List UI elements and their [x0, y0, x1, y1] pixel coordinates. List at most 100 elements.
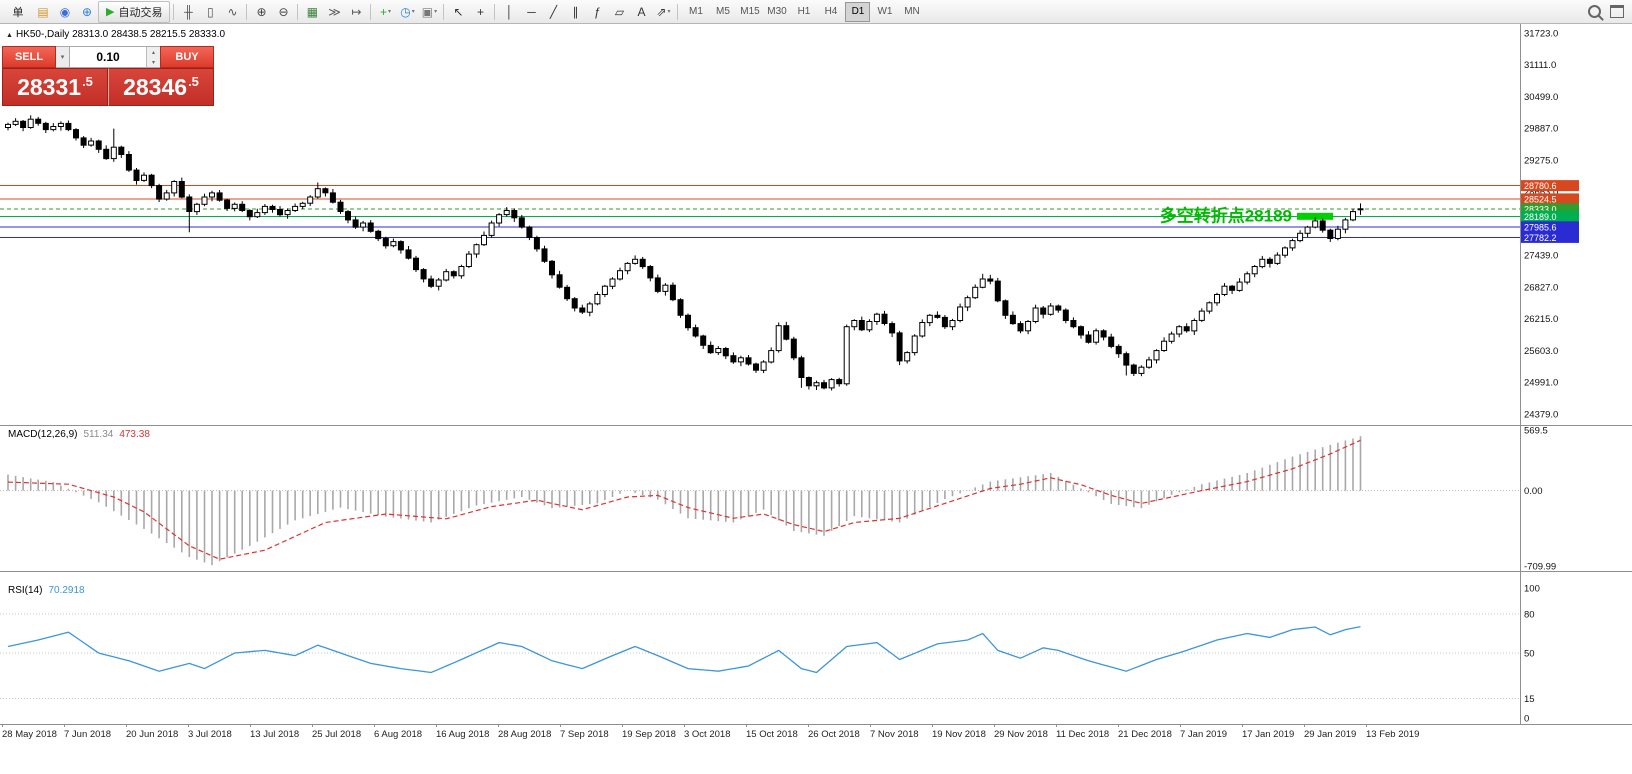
chart-ohlc-values: 28313.0 28438.5 28215.5 28333.0 — [72, 29, 226, 40]
tile-windows-icon[interactable]: ▦ — [301, 1, 323, 23]
sell-button[interactable]: SELL — [2, 46, 56, 68]
svg-text:80: 80 — [1524, 610, 1535, 621]
tile-windows-icon-glyph: ▦ — [306, 4, 319, 19]
cursor-icon[interactable]: ↖ — [447, 1, 469, 23]
text-icon[interactable]: A — [630, 1, 652, 23]
globe-icon-glyph: ⊕ — [81, 4, 93, 19]
svg-text:28189.0: 28189.0 — [1524, 212, 1557, 222]
volume-dropdown-caret[interactable]: ▾ — [56, 46, 70, 68]
macd-signal-value: 473.38 — [119, 429, 150, 440]
buy-button[interactable]: BUY — [160, 46, 214, 68]
crosshair-icon[interactable]: + — [469, 1, 491, 23]
line-chart-icon[interactable]: ∿ — [221, 1, 243, 23]
svg-text:27439.0: 27439.0 — [1524, 251, 1558, 262]
timeframe-clock-icon-glyph: ◷ — [400, 4, 411, 19]
svg-text:7 Jan 2019: 7 Jan 2019 — [1180, 729, 1227, 740]
svg-text:29 Jan 2019: 29 Jan 2019 — [1304, 729, 1356, 740]
market-watch-icon[interactable]: ▤ — [32, 1, 54, 23]
indicators-add-icon[interactable]: + ▾ — [374, 1, 396, 23]
collapse-triangle-icon[interactable]: ▲ — [6, 32, 13, 39]
candlestick-icon[interactable]: ▯ — [199, 1, 221, 23]
chart-region: 多空转折点28189 31723.0 31111.0 30499.0 29887.0 29… — [0, 24, 1632, 774]
channel-icon-glyph: ∥ — [572, 4, 579, 19]
timeframe-m15[interactable]: M15 — [740, 6, 760, 17]
chart-canvas[interactable]: 多空转折点28189 31723.0 31111.0 30499.0 29887.0 29… — [0, 24, 1632, 774]
autotrade-button[interactable]: ▶ 自动交易 — [98, 0, 171, 23]
chart-shift-icon-glyph: ↦ — [351, 4, 362, 19]
timeframe-h4[interactable]: H4 — [824, 6, 838, 17]
rsi-pane — [0, 613, 1520, 699]
chevron-down-icon[interactable]: ▾ — [387, 9, 391, 15]
svg-text:26 Oct 2018: 26 Oct 2018 — [808, 729, 860, 740]
zoom-out-icon[interactable]: ⊖ — [272, 1, 294, 23]
shapes-icon[interactable]: ▱ — [608, 1, 630, 23]
auto-scroll-icon[interactable]: ≫ — [323, 1, 345, 23]
svg-text:29 Nov 2018: 29 Nov 2018 — [994, 729, 1048, 740]
bar-chart-icon[interactable]: ╫ — [177, 1, 199, 23]
trendline-icon[interactable]: ╱ — [542, 1, 564, 23]
toolbar-separator — [297, 3, 299, 20]
timeframe-m1[interactable]: M1 — [689, 6, 703, 17]
new-window-icon[interactable] — [1606, 1, 1628, 23]
trade-panel-top-row: SELL ▾ 0.10 ▴ ▾ BUY — [2, 46, 214, 68]
time-axis[interactable] — [0, 724, 1632, 774]
chevron-down-icon[interactable]: ▾ — [411, 9, 415, 15]
zoom-in-icon[interactable]: ⊕ — [250, 1, 272, 23]
volume-up-icon[interactable]: ▴ — [147, 47, 160, 57]
svg-text:29275.0: 29275.0 — [1524, 155, 1558, 166]
new-order-button[interactable]: 单 — [4, 1, 32, 23]
toolbar-separator — [173, 3, 175, 20]
chart-shift-icon[interactable]: ↦ — [345, 1, 367, 23]
volume-stepper: ▴ ▾ — [146, 47, 160, 67]
timeframe-h1[interactable]: H1 — [797, 6, 811, 17]
channel-icon[interactable]: ∥ — [564, 1, 586, 23]
rsi-name: RSI(14) — [8, 585, 43, 596]
arrows-icon[interactable]: ⇗ ▾ — [652, 1, 674, 23]
vertical-line-icon[interactable]: │ — [498, 1, 520, 23]
sell-price-button[interactable]: 28331.5 — [2, 68, 108, 106]
svg-text:13 Feb 2019: 13 Feb 2019 — [1366, 729, 1419, 740]
price-badges: 28780.6 28524.528333.028189.027985.627782… — [1521, 180, 1579, 243]
svg-text:-709.99: -709.99 — [1524, 562, 1556, 573]
svg-text:28663.0: 28663.0 — [1524, 187, 1558, 198]
svg-text:15 Oct 2018: 15 Oct 2018 — [746, 729, 798, 740]
template-icon[interactable]: ▣ ▾ — [418, 1, 440, 23]
svg-text:31723.0: 31723.0 — [1524, 29, 1558, 40]
chevron-down-icon[interactable]: ▾ — [667, 9, 671, 15]
horizontal-line-icon[interactable]: ─ — [520, 1, 542, 23]
timeframe-mn[interactable]: MN — [904, 6, 920, 17]
timeframe-group: M1 M5 M15 M30 H1 H4 D1 W1 MN — [682, 1, 925, 22]
timeframe-clock-icon[interactable]: ◷ ▾ — [396, 1, 418, 23]
sell-price-value: 28331 — [17, 73, 82, 100]
fibonacci-icon[interactable]: ƒ — [586, 1, 608, 23]
timeframe-m30[interactable]: M30 — [767, 6, 787, 17]
svg-text:0: 0 — [1524, 714, 1529, 725]
price-axis-labels: 31723.0 31111.0 30499.0 29887.0 29275.0 28663… — [1524, 29, 1558, 725]
time-axis-labels: 28 May 2018 7 Jun 2018 20 Jun 2018 3 Jul 20… — [2, 724, 1419, 740]
pivot-highlight-segment[interactable] — [1297, 212, 1333, 220]
buy-price-button[interactable]: 28346.5 — [108, 68, 214, 106]
search-icon[interactable] — [1583, 1, 1605, 23]
candlestick-icon-glyph: ▯ — [207, 4, 214, 19]
line-chart-icon-glyph: ∿ — [227, 4, 238, 19]
toolbar-button-group: 单 ▤ ◉ ⊕ ▶ 自动交易 ╫ ▯ ∿ ⊕ ⊖ ▦ ≫ ↦ + ▾ ◷ ▾ ▣ ▾ ↖ + │ ─ ╱ ∥ ƒ ▱ A ⇗ ▾ — [4, 0, 681, 23]
auto-scroll-icon-glyph: ≫ — [328, 4, 341, 19]
window-shape — [1610, 5, 1624, 18]
volume-field[interactable]: 0.10 ▴ ▾ — [70, 46, 160, 68]
timeframe-w1[interactable]: W1 — [877, 6, 893, 17]
chevron-down-icon[interactable]: ▾ — [434, 9, 438, 15]
macd-pane — [0, 436, 1520, 566]
svg-text:6 Aug 2018: 6 Aug 2018 — [374, 729, 422, 740]
chart-symbol-label: HK50-,Daily — [15, 29, 70, 40]
profile-icon[interactable]: ◉ — [54, 1, 76, 23]
globe-icon[interactable]: ⊕ — [76, 1, 98, 23]
pane-separators — [0, 24, 1632, 725]
volume-down-icon[interactable]: ▾ — [147, 57, 160, 67]
timeframe-d1[interactable]: D1 — [845, 1, 871, 22]
timeframe-m5[interactable]: M5 — [716, 6, 730, 17]
annotation-text[interactable]: 多空转折点28189 — [1160, 205, 1292, 225]
top-toolbar: 单 ▤ ◉ ⊕ ▶ 自动交易 ╫ ▯ ∿ ⊕ ⊖ ▦ ≫ ↦ + ▾ ◷ ▾ ▣ ▾ ↖ + │ ─ ╱ ∥ ƒ ▱ A ⇗ ▾ M1 M5 M… — [0, 0, 1632, 24]
price-axis[interactable] — [1520, 24, 1632, 724]
svg-text:13 Jul 2018: 13 Jul 2018 — [250, 729, 299, 740]
macd-name: MACD(12,26,9) — [8, 429, 78, 440]
